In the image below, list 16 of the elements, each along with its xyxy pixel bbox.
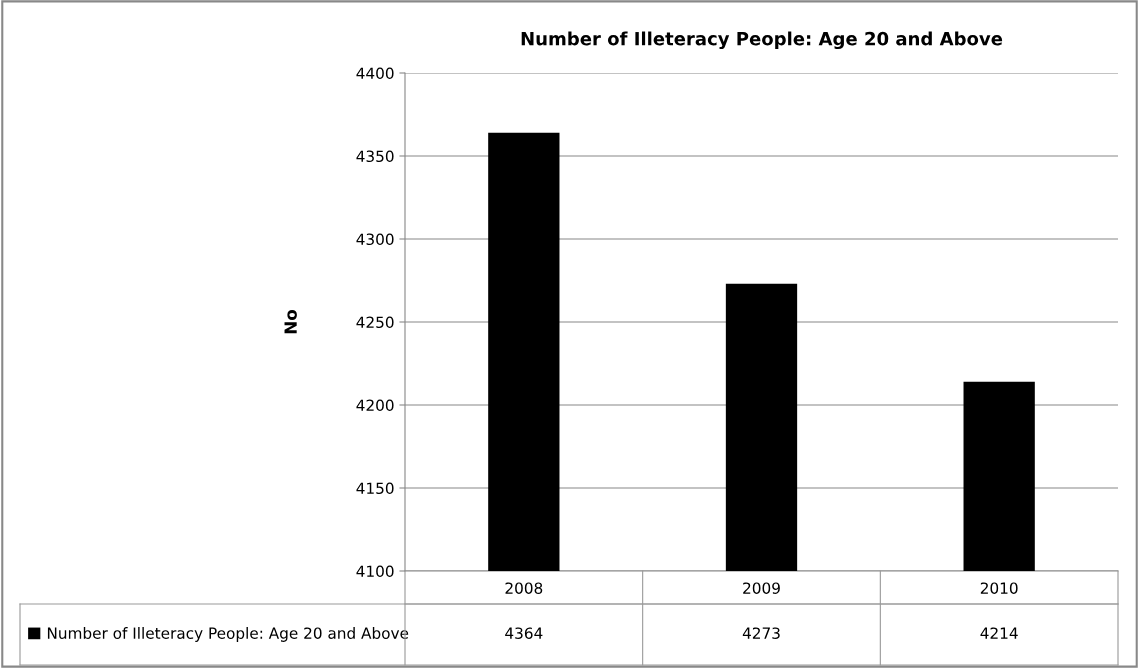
chart-title: Number of Illeteracy People: Age 20 and Above [521,31,1003,50]
y-tick-label: 4200 [356,399,394,412]
x-tick-label: 2010 [980,582,1018,594]
x-tick-label: 2008 [505,582,543,594]
y-axis-title: No [284,310,297,334]
data-label: 4273 [742,627,780,639]
y-tick-label: 4100 [356,565,394,578]
y-tick-label: 4150 [356,482,394,495]
data-label: 4364 [505,627,543,639]
y-tick-label: 4350 [356,150,394,163]
data-label: 4214 [980,627,1018,639]
legend-label: Number of Illeteracy People: Age 20 and Above [47,627,409,642]
y-tick-label: 4250 [356,316,394,329]
x-tick-label: 2009 [743,582,780,594]
y-tick-label: 4400 [356,67,394,80]
y-tick-label: 4300 [356,233,394,246]
